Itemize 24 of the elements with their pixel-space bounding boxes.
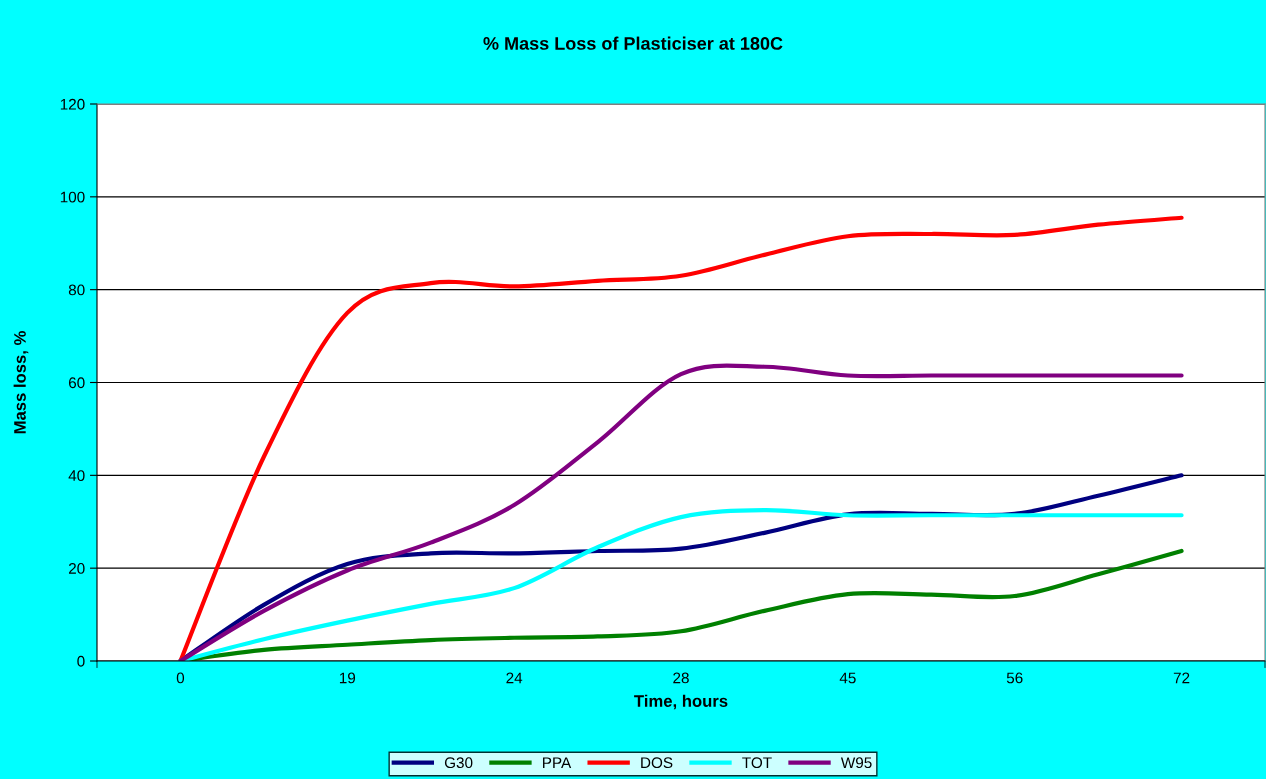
y-axis-title: Mass loss, %: [13, 331, 29, 434]
legend-label: TOT: [742, 757, 772, 769]
x-tick-label: 24: [506, 672, 523, 684]
x-tick-label: 72: [1173, 672, 1190, 684]
line-series: [178, 363, 1184, 661]
y-tick-label: 0: [77, 655, 85, 667]
x-tick-label: 0: [176, 672, 185, 684]
y-tick-label: 60: [68, 377, 85, 389]
y-tick-label: 120: [60, 98, 85, 110]
y-tick-label: 100: [60, 191, 85, 203]
x-axis-title: Time, hours: [634, 694, 728, 710]
y-tick-label: 20: [68, 563, 85, 574]
legend-label: DOS: [641, 757, 673, 769]
x-tick-label: 45: [839, 672, 856, 684]
y-tick-label: 80: [68, 284, 85, 296]
y-tick-label: 40: [68, 470, 85, 482]
legend-label: PPA: [543, 757, 572, 768]
x-tick-label: 56: [1006, 672, 1023, 684]
legend-label: G30: [444, 757, 473, 769]
chart-title: % Mass Loss of Plasticiser at 180C: [483, 36, 783, 50]
legend-label: W95: [840, 757, 872, 769]
line-series: [178, 215, 1184, 661]
x-tick-label: 28: [673, 672, 689, 684]
x-tick-label: 19: [339, 672, 356, 684]
